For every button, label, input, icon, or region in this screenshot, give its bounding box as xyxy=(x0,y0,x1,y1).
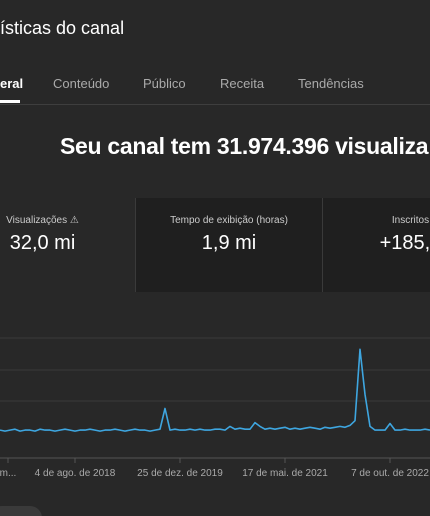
tab[interactable]: Público xyxy=(143,76,186,91)
x-tick-label: m... xyxy=(0,468,16,479)
metric-card[interactable]: Inscritos +185,6 xyxy=(323,198,430,292)
tab[interactable]: Receita xyxy=(220,76,265,91)
tab[interactable]: Conteúdo xyxy=(53,76,110,91)
card-label: Visualizações ⚠ xyxy=(6,215,79,226)
metric-card[interactable]: Visualizações ⚠ 32,0 mi xyxy=(0,198,136,292)
card-label: Inscritos xyxy=(391,215,430,226)
card-value: 1,9 mi xyxy=(201,232,257,254)
tab-indicator xyxy=(0,100,20,103)
x-tick-label: 7 de out. de 2022 xyxy=(351,468,429,479)
page-title: ísticas do canal xyxy=(0,18,125,38)
chart: m... 4 de ago. de 2018 25 de dez. de 2019 1… xyxy=(0,292,430,502)
tab[interactable]: Tendências xyxy=(298,76,364,91)
data-line xyxy=(0,348,430,432)
divider xyxy=(0,104,430,105)
card-value: +185,6 xyxy=(379,232,430,254)
button[interactable] xyxy=(0,506,42,516)
chart-bg xyxy=(0,292,430,502)
card-label: Tempo de exibição (horas) xyxy=(170,215,288,226)
x-tick-label: 4 de ago. de 2018 xyxy=(35,468,116,479)
headline: Seu canal tem 31.974.396 visualiza xyxy=(60,133,429,159)
metric-card[interactable]: Tempo de exibição (horas) 1,9 mi xyxy=(136,198,323,292)
card-value: 32,0 mi xyxy=(9,232,76,254)
x-tick-label: 25 de dez. de 2019 xyxy=(137,468,223,479)
x-tick-label: 17 de mai. de 2021 xyxy=(242,468,328,479)
tab[interactable]: eral xyxy=(0,76,24,91)
